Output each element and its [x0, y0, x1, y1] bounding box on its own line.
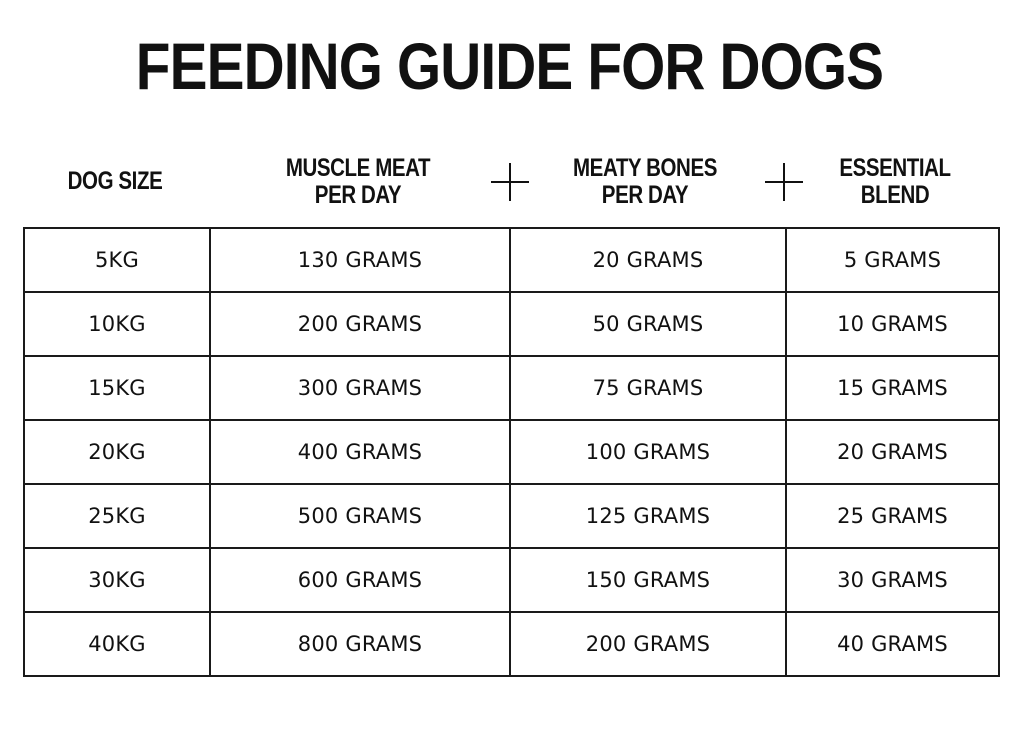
header-muscle-meat-line-2: PER DAY	[314, 181, 402, 209]
dog-size-cell: 30KG	[23, 547, 211, 613]
dog-size-cell: 15KG	[23, 355, 211, 421]
muscle-meat-cell: 600 GRAMS	[209, 547, 511, 613]
essential-blend-cell: 5 GRAMS	[785, 227, 1000, 293]
essential-blend-cell: 15 GRAMS	[785, 355, 1000, 421]
muscle-meat-cell: 800 GRAMS	[209, 611, 511, 677]
dog-size-cell: 5KG	[23, 227, 211, 293]
muscle-meat-cell: 200 GRAMS	[209, 291, 511, 357]
dog-size-cell: 10KG	[23, 291, 211, 357]
meaty-bones-cell: 125 GRAMS	[509, 483, 787, 549]
meaty-bones-cell: 50 GRAMS	[509, 291, 787, 357]
plus-icon	[765, 163, 803, 201]
essential-blend-cell: 20 GRAMS	[785, 419, 1000, 485]
muscle-meat-cell: 130 GRAMS	[209, 227, 511, 293]
header-meaty-bones: MEATY BONES PER DAY	[563, 155, 727, 209]
header-dog-size: DOG SIZE	[54, 168, 177, 195]
table-row: 10KG 200 GRAMS 50 GRAMS 10 GRAMS	[23, 291, 1000, 357]
dog-size-cell: 20KG	[23, 419, 211, 485]
meaty-bones-cell: 150 GRAMS	[509, 547, 787, 613]
header-essential-blend: ESSENTIAL BLEND	[834, 155, 957, 209]
muscle-meat-cell: 300 GRAMS	[209, 355, 511, 421]
meaty-bones-cell: 200 GRAMS	[509, 611, 787, 677]
meaty-bones-cell: 75 GRAMS	[509, 355, 787, 421]
plus-icon	[491, 163, 529, 201]
header-muscle-meat: MUSCLE MEAT PER DAY	[276, 155, 440, 209]
header-essential-blend-line-1: ESSENTIAL	[839, 154, 951, 182]
feeding-table: 5KG 130 GRAMS 20 GRAMS 5 GRAMS 10KG 200 …	[23, 227, 1000, 677]
muscle-meat-cell: 500 GRAMS	[209, 483, 511, 549]
table-row: 15KG 300 GRAMS 75 GRAMS 15 GRAMS	[23, 355, 1000, 421]
dog-size-cell: 40KG	[23, 611, 211, 677]
table-row: 20KG 400 GRAMS 100 GRAMS 20 GRAMS	[23, 419, 1000, 485]
table-row: 5KG 130 GRAMS 20 GRAMS 5 GRAMS	[23, 227, 1000, 293]
table-row: 40KG 800 GRAMS 200 GRAMS 40 GRAMS	[23, 611, 1000, 677]
meaty-bones-cell: 100 GRAMS	[509, 419, 787, 485]
essential-blend-cell: 25 GRAMS	[785, 483, 1000, 549]
meaty-bones-cell: 20 GRAMS	[509, 227, 787, 293]
table-row: 30KG 600 GRAMS 150 GRAMS 30 GRAMS	[23, 547, 1000, 613]
header-dog-size-line-1: DOG SIZE	[67, 167, 163, 195]
essential-blend-cell: 10 GRAMS	[785, 291, 1000, 357]
essential-blend-cell: 40 GRAMS	[785, 611, 1000, 677]
dog-size-cell: 25KG	[23, 483, 211, 549]
table-row: 25KG 500 GRAMS 125 GRAMS 25 GRAMS	[23, 483, 1000, 549]
muscle-meat-cell: 400 GRAMS	[209, 419, 511, 485]
header-essential-blend-line-2: BLEND	[860, 181, 930, 209]
header-meaty-bones-line-2: PER DAY	[601, 181, 689, 209]
header-meaty-bones-line-1: MEATY BONES	[573, 154, 717, 182]
page-title: FEEDING GUIDE FOR DOGS	[135, 29, 884, 103]
header-muscle-meat-line-1: MUSCLE MEAT	[285, 154, 431, 182]
essential-blend-cell: 30 GRAMS	[785, 547, 1000, 613]
